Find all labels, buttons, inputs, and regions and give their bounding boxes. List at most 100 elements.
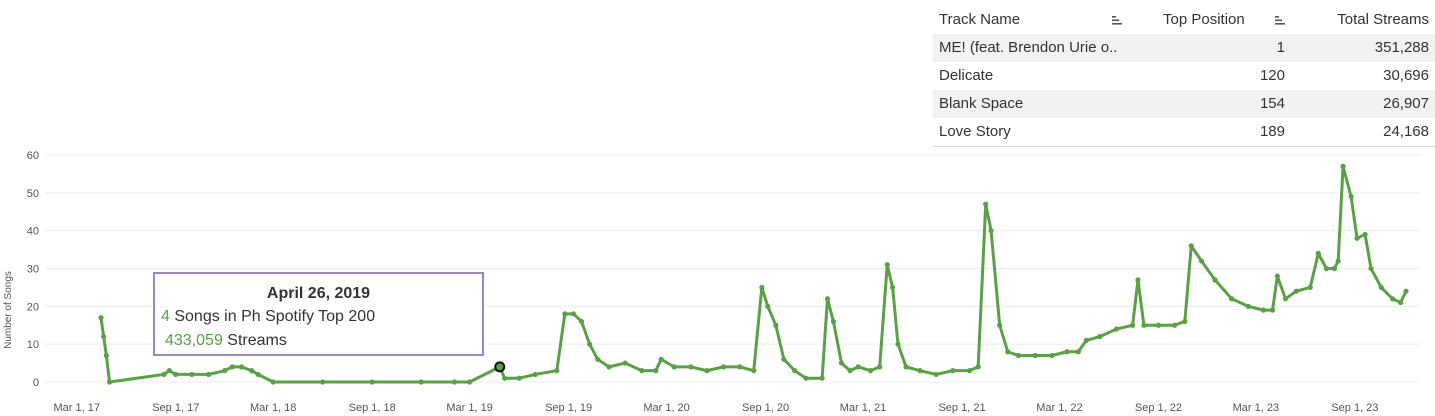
data-point[interactable]: [606, 364, 612, 370]
data-point[interactable]: [1368, 265, 1374, 272]
data-point[interactable]: [773, 322, 779, 328]
data-point[interactable]: [1182, 318, 1188, 325]
data-point[interactable]: [106, 379, 113, 385]
data-point[interactable]: [1135, 277, 1141, 283]
data-point[interactable]: [803, 375, 809, 381]
data-point[interactable]: [895, 341, 901, 347]
data-point[interactable]: [1188, 243, 1194, 249]
data-point[interactable]: [418, 379, 424, 385]
data-point[interactable]: [554, 368, 560, 374]
data-point[interactable]: [765, 303, 771, 309]
data-point[interactable]: [587, 341, 593, 347]
data-point[interactable]: [229, 364, 235, 370]
data-point[interactable]: [270, 379, 276, 385]
data-point[interactable]: [1130, 322, 1136, 328]
data-point[interactable]: [1113, 326, 1120, 332]
data-point[interactable]: [238, 364, 245, 370]
data-point[interactable]: [98, 315, 104, 321]
sort-icon[interactable]: [1274, 14, 1286, 26]
data-point[interactable]: [1075, 349, 1081, 355]
data-point[interactable]: [824, 296, 831, 302]
data-point[interactable]: [867, 368, 874, 374]
data-point[interactable]: [1064, 349, 1070, 355]
data-point[interactable]: [975, 364, 981, 370]
data-point[interactable]: [1141, 322, 1147, 328]
data-point[interactable]: [1229, 296, 1235, 302]
data-point[interactable]: [819, 375, 825, 381]
data-point[interactable]: [792, 368, 798, 374]
data-point[interactable]: [884, 262, 890, 268]
data-point[interactable]: [1348, 194, 1354, 200]
data-point[interactable]: [855, 364, 861, 370]
data-point[interactable]: [1155, 322, 1162, 328]
data-point[interactable]: [1260, 307, 1266, 313]
highlighted-point[interactable]: [494, 361, 506, 373]
data-point[interactable]: [467, 379, 473, 385]
data-point[interactable]: [830, 318, 837, 325]
data-point[interactable]: [997, 322, 1003, 328]
data-point[interactable]: [1315, 250, 1321, 256]
data-point[interactable]: [1274, 273, 1280, 279]
header-track-name[interactable]: Track Name: [939, 11, 1021, 28]
table-row[interactable]: ME! (feat. Brendon Urie o.. 1 351,288: [933, 34, 1435, 62]
data-point[interactable]: [1198, 258, 1205, 264]
data-point[interactable]: [166, 368, 172, 374]
data-point[interactable]: [1389, 296, 1396, 302]
data-point[interactable]: [249, 368, 255, 374]
data-point[interactable]: [189, 371, 195, 378]
data-point[interactable]: [1403, 288, 1409, 294]
data-point[interactable]: [759, 284, 765, 291]
data-point[interactable]: [451, 379, 458, 385]
data-point[interactable]: [532, 371, 538, 378]
data-point[interactable]: [1269, 307, 1276, 313]
data-point[interactable]: [1378, 284, 1384, 291]
data-point[interactable]: [966, 368, 973, 374]
data-point[interactable]: [671, 364, 677, 370]
data-point[interactable]: [1398, 299, 1404, 306]
data-point[interactable]: [320, 379, 326, 385]
data-point[interactable]: [1032, 352, 1038, 359]
data-point[interactable]: [1335, 258, 1341, 264]
data-point[interactable]: [1015, 352, 1022, 359]
data-point[interactable]: [1293, 288, 1299, 294]
data-point[interactable]: [890, 284, 896, 291]
data-point[interactable]: [950, 368, 956, 374]
data-point[interactable]: [639, 368, 645, 374]
data-point[interactable]: [737, 364, 743, 370]
data-point[interactable]: [1323, 265, 1329, 272]
data-point[interactable]: [173, 371, 179, 378]
table-row[interactable]: Love Story 189 24,168: [933, 118, 1435, 146]
data-point[interactable]: [721, 364, 727, 370]
data-point[interactable]: [1340, 163, 1346, 169]
header-total-streams[interactable]: Total Streams: [1337, 11, 1429, 28]
data-point[interactable]: [103, 352, 109, 359]
data-point[interactable]: [781, 356, 787, 362]
data-point[interactable]: [622, 360, 628, 366]
data-point[interactable]: [516, 375, 522, 381]
data-point[interactable]: [983, 201, 989, 207]
data-point[interactable]: [653, 368, 659, 374]
table-row[interactable]: Blank Space 154 26,907: [933, 90, 1435, 118]
data-point[interactable]: [1005, 349, 1011, 355]
data-point[interactable]: [1331, 265, 1338, 272]
data-point[interactable]: [838, 360, 845, 366]
data-point[interactable]: [501, 375, 508, 381]
table-row[interactable]: Delicate 120 30,696: [933, 62, 1435, 90]
data-point[interactable]: [658, 356, 664, 362]
data-point[interactable]: [1307, 284, 1313, 291]
header-top-position[interactable]: Top Position: [1163, 11, 1245, 28]
data-point[interactable]: [704, 368, 710, 374]
data-point[interactable]: [1212, 277, 1218, 283]
data-point[interactable]: [161, 371, 167, 378]
data-point[interactable]: [562, 311, 568, 317]
series-path[interactable]: [99, 164, 1408, 384]
data-point[interactable]: [1282, 296, 1289, 302]
data-point[interactable]: [1097, 334, 1103, 340]
data-point[interactable]: [988, 228, 994, 234]
data-point[interactable]: [1354, 235, 1360, 241]
data-point[interactable]: [933, 371, 939, 378]
data-point[interactable]: [369, 379, 375, 385]
data-point[interactable]: [255, 371, 261, 378]
data-point[interactable]: [877, 364, 883, 370]
